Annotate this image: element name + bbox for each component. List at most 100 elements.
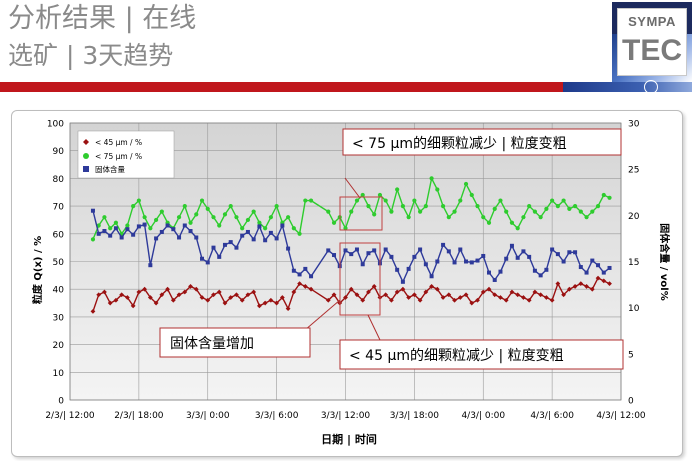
data-point [354,292,360,298]
data-point [257,220,262,225]
data-point [170,297,176,303]
data-point [136,198,141,203]
data-point [509,289,515,295]
company-logo: SYMPA TEC [612,2,692,82]
y-tick-label: 20 [53,341,65,351]
data-point [142,215,147,220]
data-point [400,286,406,292]
data-point [440,204,446,209]
data-point [148,263,153,268]
data-point [463,181,469,187]
logo-box: SYMPA TEC [617,8,687,76]
data-point [452,297,457,303]
data-point [486,286,492,292]
data-point [561,259,566,264]
data-point [268,297,274,303]
x-tick-label: 3/3/| 18:00 [390,411,440,421]
data-point [130,303,136,309]
y2-tick-label: 0 [628,397,634,407]
data-point [377,192,383,198]
data-point [291,226,296,231]
plot-border [69,122,622,401]
data-point [394,289,400,295]
data-point [124,295,130,300]
data-point [90,237,96,242]
x-tick-label: 4/3/| 12:00 [596,411,646,421]
data-point [159,229,164,234]
data-point [595,204,601,209]
data-point [205,206,210,211]
data-point [527,254,532,259]
annotation-75-box [342,128,622,156]
data-point [245,217,251,223]
data-point [107,300,113,306]
data-point [434,286,440,292]
data-point [159,209,164,214]
data-point [349,252,354,257]
legend-label-45: < 45 µm / % [95,138,142,147]
data-point [217,223,222,228]
data-point [458,198,463,203]
data-point [240,233,245,238]
data-point [475,297,480,303]
data-point [498,198,503,203]
data-point [326,248,331,253]
data-point [509,243,514,248]
data-point [291,289,297,295]
data-point [331,292,337,298]
data-point [286,215,291,220]
data-point [297,281,302,287]
legend-marker-45 [83,139,89,145]
data-point [125,223,130,228]
data-point [222,242,227,247]
data-point [153,217,159,223]
y2-tick-label: 30 [628,120,640,130]
legend-box [77,130,175,179]
data-point [486,270,491,275]
y-tick-label: 60 [53,230,65,240]
data-point [595,275,601,281]
data-point [366,289,371,295]
header-circle-icon [644,80,658,94]
data-point [526,297,532,303]
data-point [343,226,348,231]
data-point [113,220,119,225]
data-point [222,212,228,217]
page-title: 分析结果 | 在线 [8,3,197,34]
data-point [457,295,463,300]
data-point [596,263,601,268]
annotation-solid-box [159,327,311,358]
y-tick-label: 10 [53,369,65,379]
x-axis-label: 日期 | 时间 [321,432,377,446]
data-point [102,215,107,220]
logo-mark: TEC [622,34,682,67]
data-point [131,232,136,237]
data-point [515,292,521,298]
data-point [481,253,486,258]
data-point [308,286,314,292]
data-point [102,289,107,295]
data-point [486,220,492,225]
data-point [113,226,118,231]
data-point [199,295,205,300]
data-point [550,198,555,203]
data-point [572,204,578,209]
data-point [188,284,193,289]
data-point [291,268,296,273]
data-point [492,277,497,282]
data-point [452,260,457,265]
data-point [343,248,348,253]
data-point [601,270,606,275]
data-point [607,195,612,200]
data-point [108,233,113,238]
data-point [136,224,141,229]
data-point [475,258,480,263]
data-point [113,297,119,303]
annotation-45-leader [367,314,381,341]
data-point [572,284,578,289]
y2-tick-label: 25 [628,166,639,176]
data-point [176,292,182,298]
data-point [543,295,549,300]
y-axis-ticks: 0 10 20 30 40 50 60 70 80 90 100 [47,120,64,407]
data-point [503,297,509,303]
